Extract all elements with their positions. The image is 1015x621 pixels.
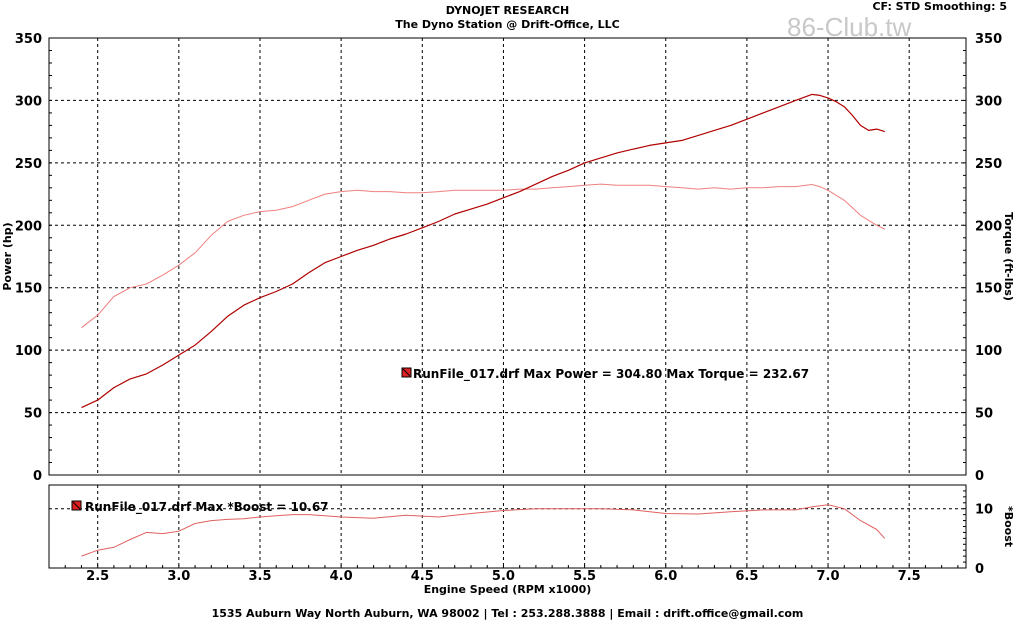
y-tick-label-left: 100: [15, 344, 42, 359]
y-tick-label-right: 150: [975, 282, 1002, 297]
footer-contact: 1535 Auburn Way North Auburn, WA 98002 |…: [211, 607, 804, 620]
x-tick-label: 2.5: [86, 569, 109, 584]
boost-axis-label: *Boost: [1002, 506, 1015, 547]
y-tick-label-right: 200: [975, 219, 1002, 234]
boost-legend-label: RunFile_017.drf Max *Boost = 10.67: [85, 500, 329, 515]
y-tick-label-left: 150: [15, 282, 42, 297]
y-tick-label-right: 0: [975, 469, 984, 484]
y-tick-label-right: 100: [975, 344, 1002, 359]
y-tick-label-left: 350: [15, 32, 42, 47]
correction-factor-label: CF: STD Smoothing: 5: [872, 0, 1007, 13]
boost-y-tick-label: 0: [975, 562, 984, 577]
x-tick-label: 6.0: [654, 569, 677, 584]
y-tick-label-right: 350: [975, 32, 1002, 47]
y-tick-label-right: 50: [975, 407, 993, 422]
watermark: 86-Club.tw: [787, 12, 912, 42]
y-tick-label-right: 250: [975, 157, 1002, 172]
x-tick-label: 4.5: [411, 569, 434, 584]
y-tick-label-left: 300: [15, 94, 42, 109]
y-tick-label-left: 200: [15, 219, 42, 234]
torque-line: [81, 183, 886, 329]
boost-y-tick-label: 10: [975, 503, 993, 518]
x-tick-label: 3.0: [167, 569, 190, 584]
x-tick-label: 5.5: [573, 569, 596, 584]
legend-swatch-icon-mark: [402, 368, 411, 377]
y-axis-label-right: Torque (ft-lbs): [1002, 212, 1015, 301]
chart-title: DYNOJET RESEARCH: [445, 4, 570, 17]
x-tick-label: 6.5: [735, 569, 758, 584]
power-line: [81, 93, 885, 409]
x-tick-label: 7.0: [817, 569, 840, 584]
legend-label: RunFile_017.drf Max Power = 304.80 Max T…: [413, 367, 809, 382]
y-tick-label-left: 50: [24, 407, 42, 422]
y-axis-label-left: Power (hp): [1, 222, 14, 290]
x-axis-label: Engine Speed (RPM x1000): [424, 583, 592, 596]
x-tick-label: 4.0: [330, 569, 353, 584]
y-tick-label-left: 0: [33, 469, 42, 484]
boost-line: [81, 504, 886, 557]
x-tick-label: 5.0: [492, 569, 515, 584]
boost-legend-swatch-icon-mark: [72, 501, 81, 510]
main-plot-frame: [48, 37, 967, 476]
x-tick-label: 7.5: [898, 569, 921, 584]
chart-subtitle: The Dyno Station @ Drift-Office, LLC: [395, 18, 620, 31]
y-tick-label-right: 300: [975, 94, 1002, 109]
y-tick-label-left: 250: [15, 157, 42, 172]
x-tick-label: 3.5: [248, 569, 271, 584]
